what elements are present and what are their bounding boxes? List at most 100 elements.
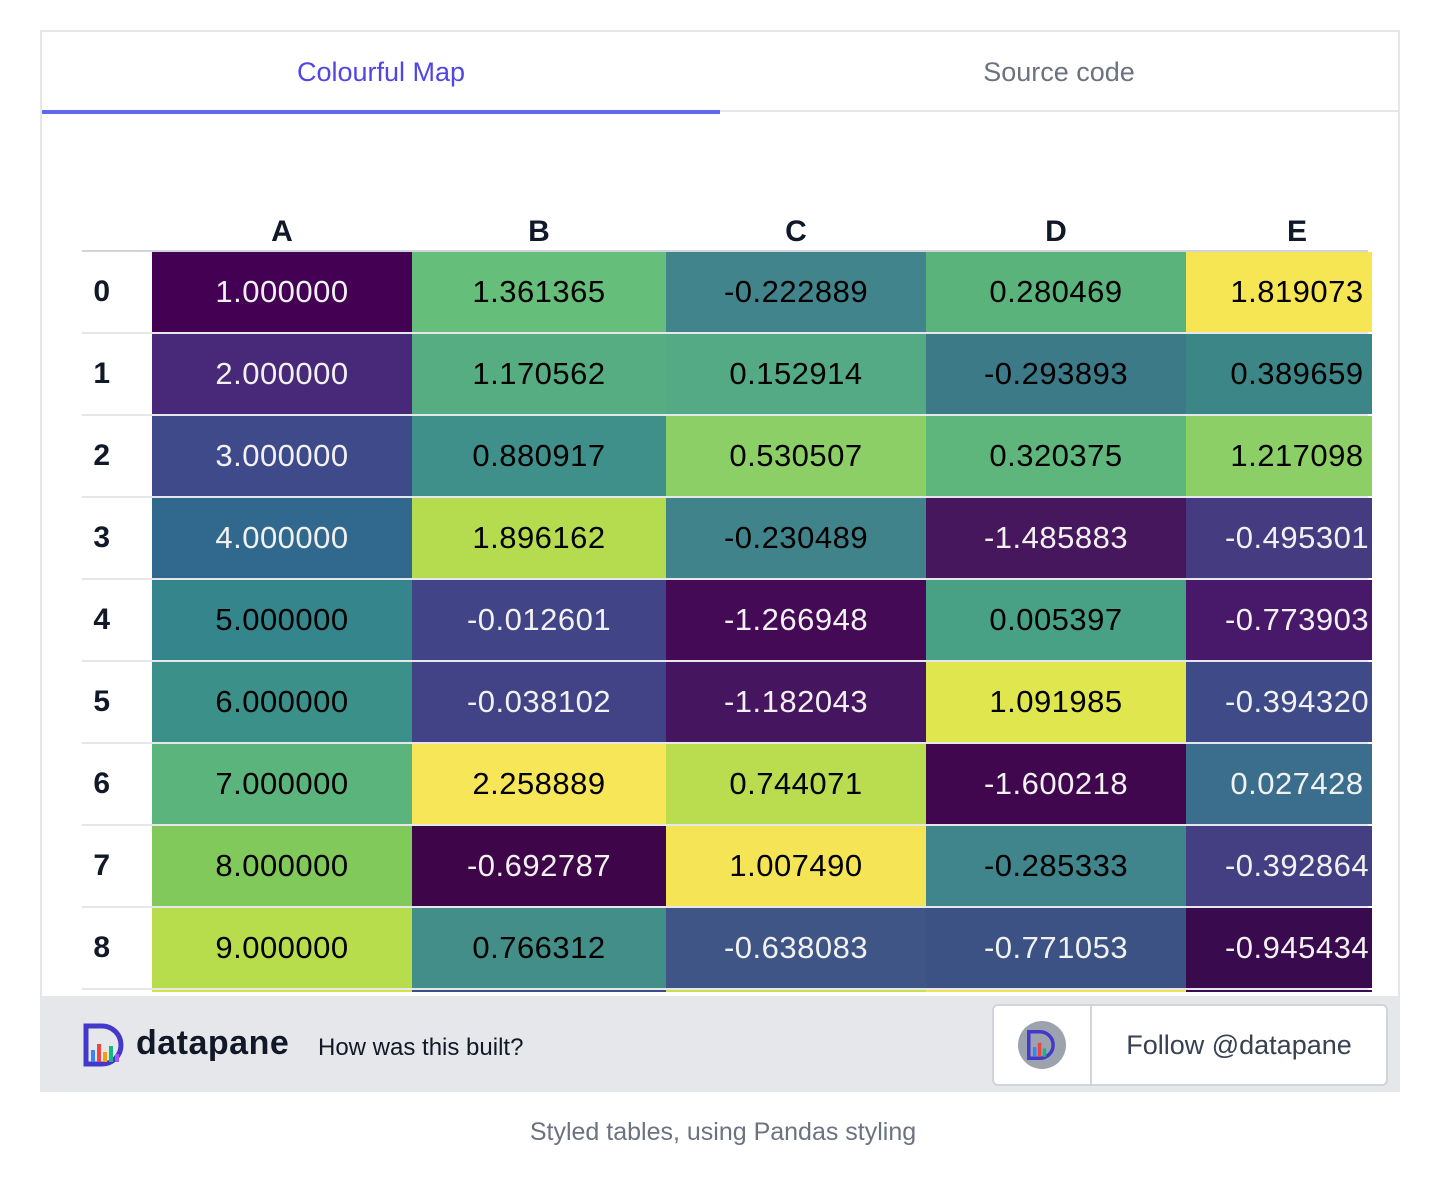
table-cell: 1.819073	[1186, 252, 1372, 332]
row-index: 6	[93, 767, 110, 800]
table-cell: -0.230489	[666, 498, 926, 578]
table-cell: 0.005397	[926, 580, 1186, 660]
table-cell: 6.000000	[152, 662, 412, 742]
row-divider	[82, 414, 1368, 416]
table-cell: -0.038102	[412, 662, 666, 742]
table-row: 5 6.000000 -0.038102 -1.182043 1.091985 -0.39…	[82, 662, 1372, 742]
header-divider	[82, 250, 1368, 252]
column-header-b: B	[528, 215, 550, 248]
tab-bar: Colourful Map Source code	[42, 32, 1398, 114]
row-index: 8	[93, 931, 110, 964]
table-cell	[666, 990, 926, 992]
table-cell: -0.773903	[1186, 580, 1372, 660]
table-cell: 0.027428	[1186, 744, 1372, 824]
table-cell: 1.361365	[412, 252, 666, 332]
avatar	[1018, 1021, 1066, 1069]
column-header-a: A	[271, 215, 293, 248]
table-cell	[1186, 990, 1372, 992]
row-divider	[82, 988, 1368, 990]
datapane-brand[interactable]: datapane	[136, 1024, 290, 1062]
row-index: 4	[93, 603, 110, 636]
table-cell: 0.766312	[412, 908, 666, 988]
follow-avatar-box	[994, 1006, 1092, 1084]
table-cell: 1.091985	[926, 662, 1186, 742]
table-cell: -0.945434	[1186, 908, 1372, 988]
table-row: 0 1.000000 1.361365 -0.222889 0.280469 1.8190…	[82, 252, 1372, 332]
table-cell: -1.266948	[666, 580, 926, 660]
table-row: 2 3.000000 0.880917 0.530507 0.320375 1.21709…	[82, 416, 1372, 496]
table-cell: -0.692787	[412, 826, 666, 906]
table-header: A B C D E	[82, 208, 1372, 256]
row-divider	[82, 332, 1368, 334]
row-divider	[82, 906, 1368, 908]
row-divider	[82, 578, 1368, 580]
column-header-c: C	[785, 215, 807, 248]
table-row: 4 5.000000 -0.012601 -1.266948 0.005397 -0.77…	[82, 580, 1372, 660]
table-cell: 0.744071	[666, 744, 926, 824]
follow-label: Follow @datapane	[1126, 1029, 1352, 1060]
table-cell: 1.217098	[1186, 416, 1372, 496]
table-row	[82, 990, 1372, 992]
table-cell: 0.320375	[926, 416, 1186, 496]
table-row: 7 8.000000 -0.692787 1.007490 -0.285333 -0.39…	[82, 826, 1372, 906]
table-cell: -0.495301	[1186, 498, 1372, 578]
datapane-avatar-icon	[1027, 1030, 1055, 1060]
table-cell: -0.392864	[1186, 826, 1372, 906]
table-cell: 0.530507	[666, 416, 926, 496]
row-index: 5	[93, 685, 110, 718]
table-cell: 2.258889	[412, 744, 666, 824]
follow-button[interactable]: Follow @datapane	[992, 1004, 1388, 1086]
row-divider	[82, 742, 1368, 744]
figure-caption: Styled tables, using Pandas styling	[529, 1118, 917, 1146]
table-cell: 0.880917	[412, 416, 666, 496]
table-cell: -1.485883	[926, 498, 1186, 578]
table-row: 3 4.000000 1.896162 -0.230489 -1.485883 -0.49…	[82, 498, 1372, 578]
table-cell	[152, 990, 412, 992]
table-cell: 2.000000	[152, 334, 412, 414]
row-divider	[82, 496, 1368, 498]
row-divider	[82, 660, 1368, 662]
table-cell: -0.222889	[666, 252, 926, 332]
column-header-e: E	[1286, 215, 1307, 248]
report-frame: Colourful Map Source code A B C D E 0 1.00000…	[40, 30, 1400, 1092]
row-index: 0	[93, 275, 110, 308]
table-cell: 9.000000	[152, 908, 412, 988]
row-index	[82, 990, 110, 992]
column-header-d: D	[1045, 215, 1067, 248]
table-cell	[926, 990, 1186, 992]
table-cell: -0.638083	[666, 908, 926, 988]
table-cell: 3.000000	[152, 416, 412, 496]
how-built-link[interactable]: How was this built?	[318, 1034, 524, 1061]
table-cell: 0.152914	[666, 334, 926, 414]
table-cell: -0.285333	[926, 826, 1186, 906]
table-cell: 0.389659	[1186, 334, 1372, 414]
tab-colourful-map[interactable]: Colourful Map	[42, 32, 720, 114]
table-cell: 1.170562	[412, 334, 666, 414]
table-cell: 0.280469	[926, 252, 1186, 332]
row-index: 7	[93, 849, 110, 882]
table-cell: 7.000000	[152, 744, 412, 824]
table-row: 8 9.000000 0.766312 -0.638083 -0.771053 -0.94…	[82, 908, 1372, 988]
table-cell: -0.394320	[1186, 662, 1372, 742]
datapane-logo-icon[interactable]	[82, 1022, 128, 1068]
table-cell: 1.000000	[152, 252, 412, 332]
table-cell: 1.896162	[412, 498, 666, 578]
table-cell: 4.000000	[152, 498, 412, 578]
table-cell: -1.600218	[926, 744, 1186, 824]
table-cell: 5.000000	[152, 580, 412, 660]
table-cell: -1.182043	[666, 662, 926, 742]
row-index: 3	[93, 521, 110, 554]
table-cell: 1.007490	[666, 826, 926, 906]
table-cell	[412, 990, 666, 992]
datapane-footer: datapane How was this built? Follow @dat…	[42, 996, 1398, 1090]
table-cell: -0.012601	[412, 580, 666, 660]
styled-table: A B C D E 0 1.000000 1.361365 -0.222889 0.280469…	[82, 112, 1372, 992]
table-cell: -0.771053	[926, 908, 1186, 988]
row-divider	[82, 824, 1368, 826]
tab-source-code[interactable]: Source code	[983, 56, 1135, 87]
row-index: 2	[93, 439, 110, 472]
table-row: 6 7.000000 2.258889 0.744071 -1.600218 0.0274…	[82, 744, 1372, 824]
table-cell: 8.000000	[152, 826, 412, 906]
table-cell: -0.293893	[926, 334, 1186, 414]
table-row: 1 2.000000 1.170562 0.152914 -0.293893 0.3896…	[82, 334, 1372, 414]
